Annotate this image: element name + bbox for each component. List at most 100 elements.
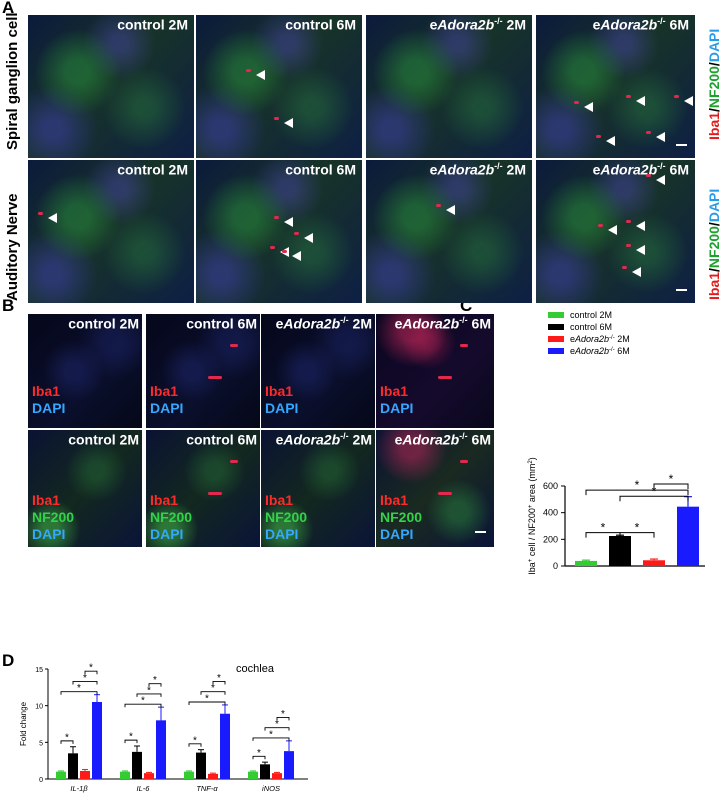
stain-nf200: NF200 <box>265 509 308 525</box>
significance-bracket <box>276 716 290 721</box>
panel-letter-b: B <box>2 296 15 315</box>
significance-star: * <box>257 748 261 759</box>
iba1-cell <box>598 224 603 227</box>
legend-text: control 2M <box>570 310 612 320</box>
arrowhead-icon <box>608 225 617 235</box>
significance-bracket <box>619 495 689 502</box>
significance-bracket <box>200 691 226 695</box>
stain-dapi: DAPI <box>380 400 414 416</box>
stain-legend: Iba1 NF200 DAPI <box>265 492 307 543</box>
arrowhead-icon <box>606 136 615 146</box>
significance-star: * <box>669 472 674 486</box>
y-tick-label: 200 <box>543 534 558 544</box>
label-prefix: control 6M <box>186 431 257 448</box>
micrograph-a-r1-c3: eAdora2b-/- 6M <box>536 160 695 303</box>
legend-sup: -/- <box>609 347 615 353</box>
significance-star: * <box>635 478 640 492</box>
micrograph-a-r0-c1: control 6M <box>196 15 362 158</box>
label-prefix: e <box>429 16 438 33</box>
bar <box>56 771 66 779</box>
stain-dapi: DAPI <box>32 526 66 542</box>
chart-title: cochlea <box>236 663 275 675</box>
stain-iba1: Iba1 <box>150 383 179 399</box>
arrowhead-icon <box>636 96 645 106</box>
significance-star: * <box>147 685 151 696</box>
bar <box>156 720 166 779</box>
label-superscript: -/- <box>494 16 503 26</box>
significance-bracket <box>84 670 98 675</box>
stain-iba1: Iba1 <box>32 492 61 508</box>
significance-bracket <box>60 740 74 744</box>
micrograph-b-r1-c0: control 2M Iba1 NF200 DAPI <box>28 430 142 547</box>
stain-dapi: DAPI <box>265 400 299 416</box>
stain-legend: Iba1 DAPI <box>265 383 298 417</box>
significance-star: * <box>211 683 215 694</box>
label-prefix: control 6M <box>285 161 356 178</box>
arrowhead-icon <box>584 102 593 112</box>
iba1-cell <box>246 69 251 72</box>
micrograph-label: eAdora2b-/- 2M <box>430 16 526 33</box>
bar <box>220 713 230 779</box>
label-suffix: 2M <box>348 431 372 448</box>
label-gene: Adora2b <box>283 431 341 448</box>
bar <box>120 771 130 779</box>
micrograph-label: eAdora2b-/- 6M <box>395 315 491 332</box>
arrowhead-icon <box>446 205 455 215</box>
arrowhead-icon <box>632 267 641 277</box>
micrograph-a-r0-c0: control 2M <box>28 15 194 158</box>
iba1-cell <box>646 131 651 134</box>
label-gene: Adora2b <box>600 161 658 178</box>
iba1-cell <box>38 212 43 215</box>
significance-bracket <box>252 737 290 741</box>
stain-legend: Iba1 DAPI <box>380 383 413 417</box>
significance-star: * <box>193 735 197 746</box>
iba1-cell <box>208 376 222 379</box>
iba1-cell <box>646 174 651 177</box>
legend-entry: control 2M <box>570 310 612 320</box>
bar <box>272 773 282 779</box>
significance-star: * <box>217 673 221 684</box>
significance-bracket <box>585 489 689 496</box>
label-prefix: control 2M <box>68 315 139 332</box>
significance-star: * <box>652 484 657 498</box>
y-axis-label-part: cell / NF200 <box>527 508 537 559</box>
significance-star: * <box>77 683 81 694</box>
stain-iba1: Iba1 <box>380 383 409 399</box>
significance-star: * <box>601 521 606 535</box>
significance-star: * <box>89 663 93 674</box>
micrograph-label: eAdora2b-/- 2M <box>276 431 372 448</box>
iba1-cell <box>282 250 287 253</box>
label-suffix: 2M <box>502 16 526 33</box>
significance-star: * <box>65 732 69 743</box>
stain-legend: Iba1 NF200 DAPI <box>32 492 74 543</box>
iba1-cell <box>294 232 299 235</box>
y-axis-label-part: Iba <box>527 562 537 575</box>
iba1-cell <box>274 216 279 219</box>
significance-bracket <box>188 701 226 705</box>
label-prefix: e <box>429 161 438 178</box>
label-prefix: e <box>394 431 403 448</box>
arrowhead-icon <box>292 251 301 261</box>
label-prefix: control 2M <box>117 161 188 178</box>
significance-bracket <box>188 743 202 747</box>
bar <box>208 773 218 779</box>
significance-bracket <box>653 483 689 489</box>
bar <box>609 536 631 566</box>
stain-dapi: DAPI <box>150 526 184 542</box>
micrograph-b-r1-c3: eAdora2b-/- 6M Iba1 NF200 DAPI <box>376 430 494 547</box>
arrowhead-icon <box>304 233 313 243</box>
y-tick-label: 5 <box>39 740 43 747</box>
stain-iba1: Iba1 <box>150 492 179 508</box>
iba1-cell <box>626 95 631 98</box>
stain-iba1: Iba1 <box>380 492 409 508</box>
micrograph-a-r1-c2: eAdora2b-/- 2M <box>366 160 532 303</box>
y-tick-label: 10 <box>35 704 43 711</box>
stain-iba1: Iba1 <box>32 383 61 399</box>
label-suffix: 6M <box>467 431 491 448</box>
legend-swatch <box>548 312 564 318</box>
significance-bracket <box>619 532 655 538</box>
stain-legend: Iba1 DAPI <box>150 383 183 417</box>
arrowhead-icon <box>656 132 665 142</box>
label-prefix: e <box>592 161 601 178</box>
